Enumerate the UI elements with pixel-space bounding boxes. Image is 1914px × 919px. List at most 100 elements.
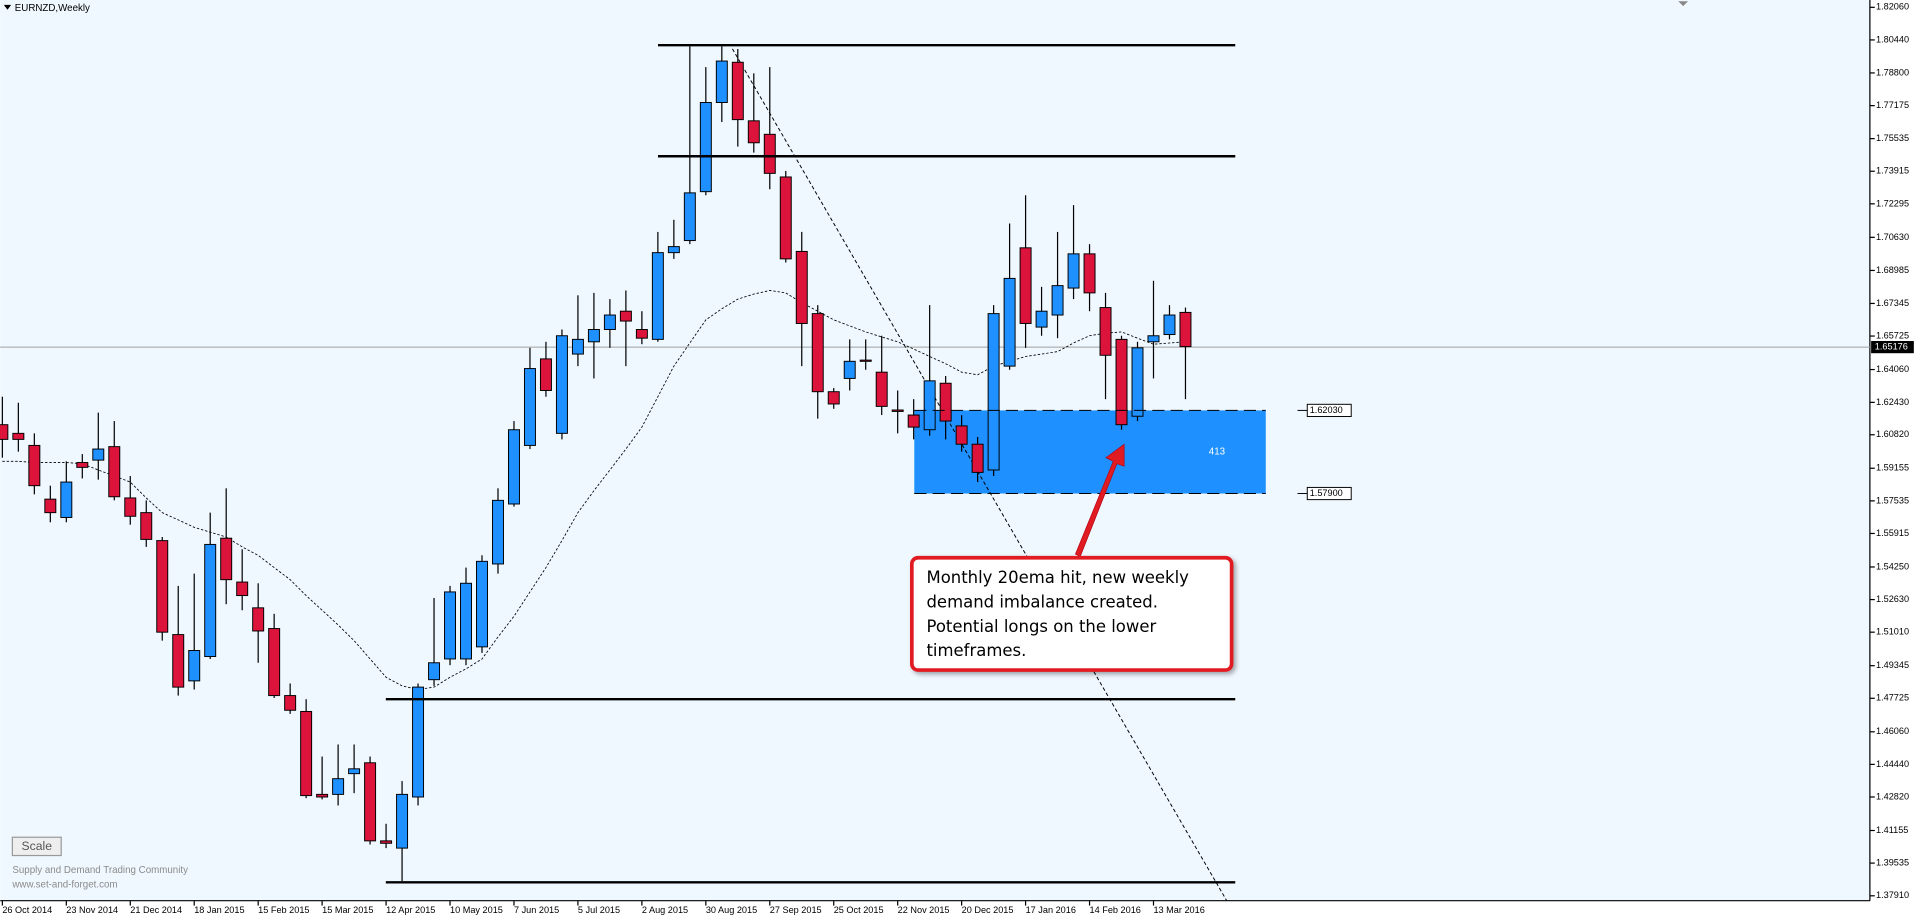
price-axis-background [1869, 0, 1914, 919]
candle-body [492, 499, 504, 565]
candle-body [619, 310, 632, 322]
candle [1131, 341, 1144, 422]
candle [204, 512, 217, 659]
candle-body [444, 591, 457, 660]
zone-label: 413 [1209, 447, 1225, 458]
y-tick-label: 1.37910 [1876, 890, 1909, 900]
candle [428, 597, 441, 686]
x-tick-label: 22 Nov 2015 [898, 905, 950, 915]
candle [987, 305, 1000, 477]
scale-button[interactable]: Scale [11, 836, 62, 857]
candle-body [0, 424, 9, 440]
candle [92, 412, 105, 480]
x-tick-label: 30 Aug 2015 [706, 905, 757, 915]
candle-body [795, 250, 808, 324]
candle-body [220, 537, 233, 581]
candle [683, 46, 696, 245]
candle-body [332, 778, 345, 795]
candle [731, 48, 744, 147]
candle-body [763, 133, 776, 174]
candle-body [779, 176, 792, 260]
candle-body [1035, 310, 1048, 328]
candle-body [875, 371, 888, 407]
candle-body [76, 462, 89, 468]
shift-marker [1678, 1, 1689, 7]
candle [795, 231, 808, 367]
candle-body [1067, 253, 1080, 289]
x-tick-label: 7 Jun 2015 [514, 905, 559, 915]
y-tick-label: 1.72295 [1876, 198, 1909, 208]
candle [1019, 195, 1032, 348]
candle [140, 500, 153, 547]
candle [412, 683, 425, 806]
candle-body [987, 313, 1000, 471]
menu-triangle[interactable] [3, 4, 12, 10]
candle [1179, 307, 1192, 400]
y-tick-label: 1.70630 [1876, 232, 1909, 242]
candle-body [699, 102, 712, 193]
candle [300, 699, 313, 799]
candle [619, 290, 632, 367]
candle-body [364, 762, 377, 842]
candle-body [523, 368, 536, 446]
candle-body [252, 607, 265, 632]
candle [699, 67, 712, 196]
y-tick-label: 1.65725 [1876, 330, 1909, 340]
y-tick-label: 1.64060 [1876, 364, 1909, 374]
candle [60, 461, 73, 523]
candle [747, 73, 760, 153]
y-tick-label: 1.52630 [1876, 594, 1909, 604]
candle-body [1083, 253, 1096, 294]
candle-body [891, 409, 904, 412]
candle-body [1115, 338, 1128, 426]
trend-line [732, 48, 1228, 901]
candle [907, 399, 920, 440]
candle-body [859, 359, 872, 362]
candle-body [1163, 314, 1176, 336]
candle-body [651, 252, 664, 340]
candle-body [156, 540, 169, 633]
y-tick-label: 1.78800 [1876, 67, 1909, 77]
candle [460, 567, 472, 666]
candle-body [827, 391, 840, 405]
candle [268, 613, 281, 698]
candle [236, 549, 249, 611]
candle-body [204, 543, 217, 658]
candle [651, 231, 664, 342]
candle [492, 488, 504, 574]
y-tick-label: 1.41155 [1876, 825, 1908, 835]
x-tick-label: 14 Feb 2016 [1090, 905, 1141, 915]
current-price-label: 1.65176 [1875, 342, 1908, 352]
y-tick-label: 1.47725 [1876, 693, 1909, 703]
candle-body [412, 686, 425, 798]
candle-body [44, 498, 57, 514]
candle [603, 299, 616, 348]
candle [1083, 244, 1096, 312]
button-label[interactable]: Scale [22, 839, 53, 853]
candle-body [811, 313, 824, 393]
candle [284, 683, 297, 714]
y-tick-label: 1.51010 [1876, 627, 1909, 637]
candle [875, 335, 888, 416]
time-axis-background [0, 900, 1870, 919]
candle [1099, 292, 1112, 400]
candle-body [923, 380, 936, 431]
candle-body [747, 120, 760, 144]
candle [156, 536, 169, 641]
button-box[interactable] [11, 836, 62, 857]
candle-body [1099, 307, 1112, 356]
candle [364, 756, 377, 845]
candle [12, 402, 25, 452]
footer-text: Supply and Demand Trading Community [12, 865, 188, 876]
callout-line: timeframes. [926, 641, 1026, 660]
candle [923, 305, 936, 436]
y-tick-label: 1.39535 [1876, 858, 1909, 868]
x-tick-label: 2 Aug 2015 [642, 905, 688, 915]
candle-body [124, 497, 137, 517]
candle [220, 488, 233, 605]
candle-body [380, 840, 393, 844]
x-tick-label: 23 Nov 2014 [66, 905, 118, 915]
